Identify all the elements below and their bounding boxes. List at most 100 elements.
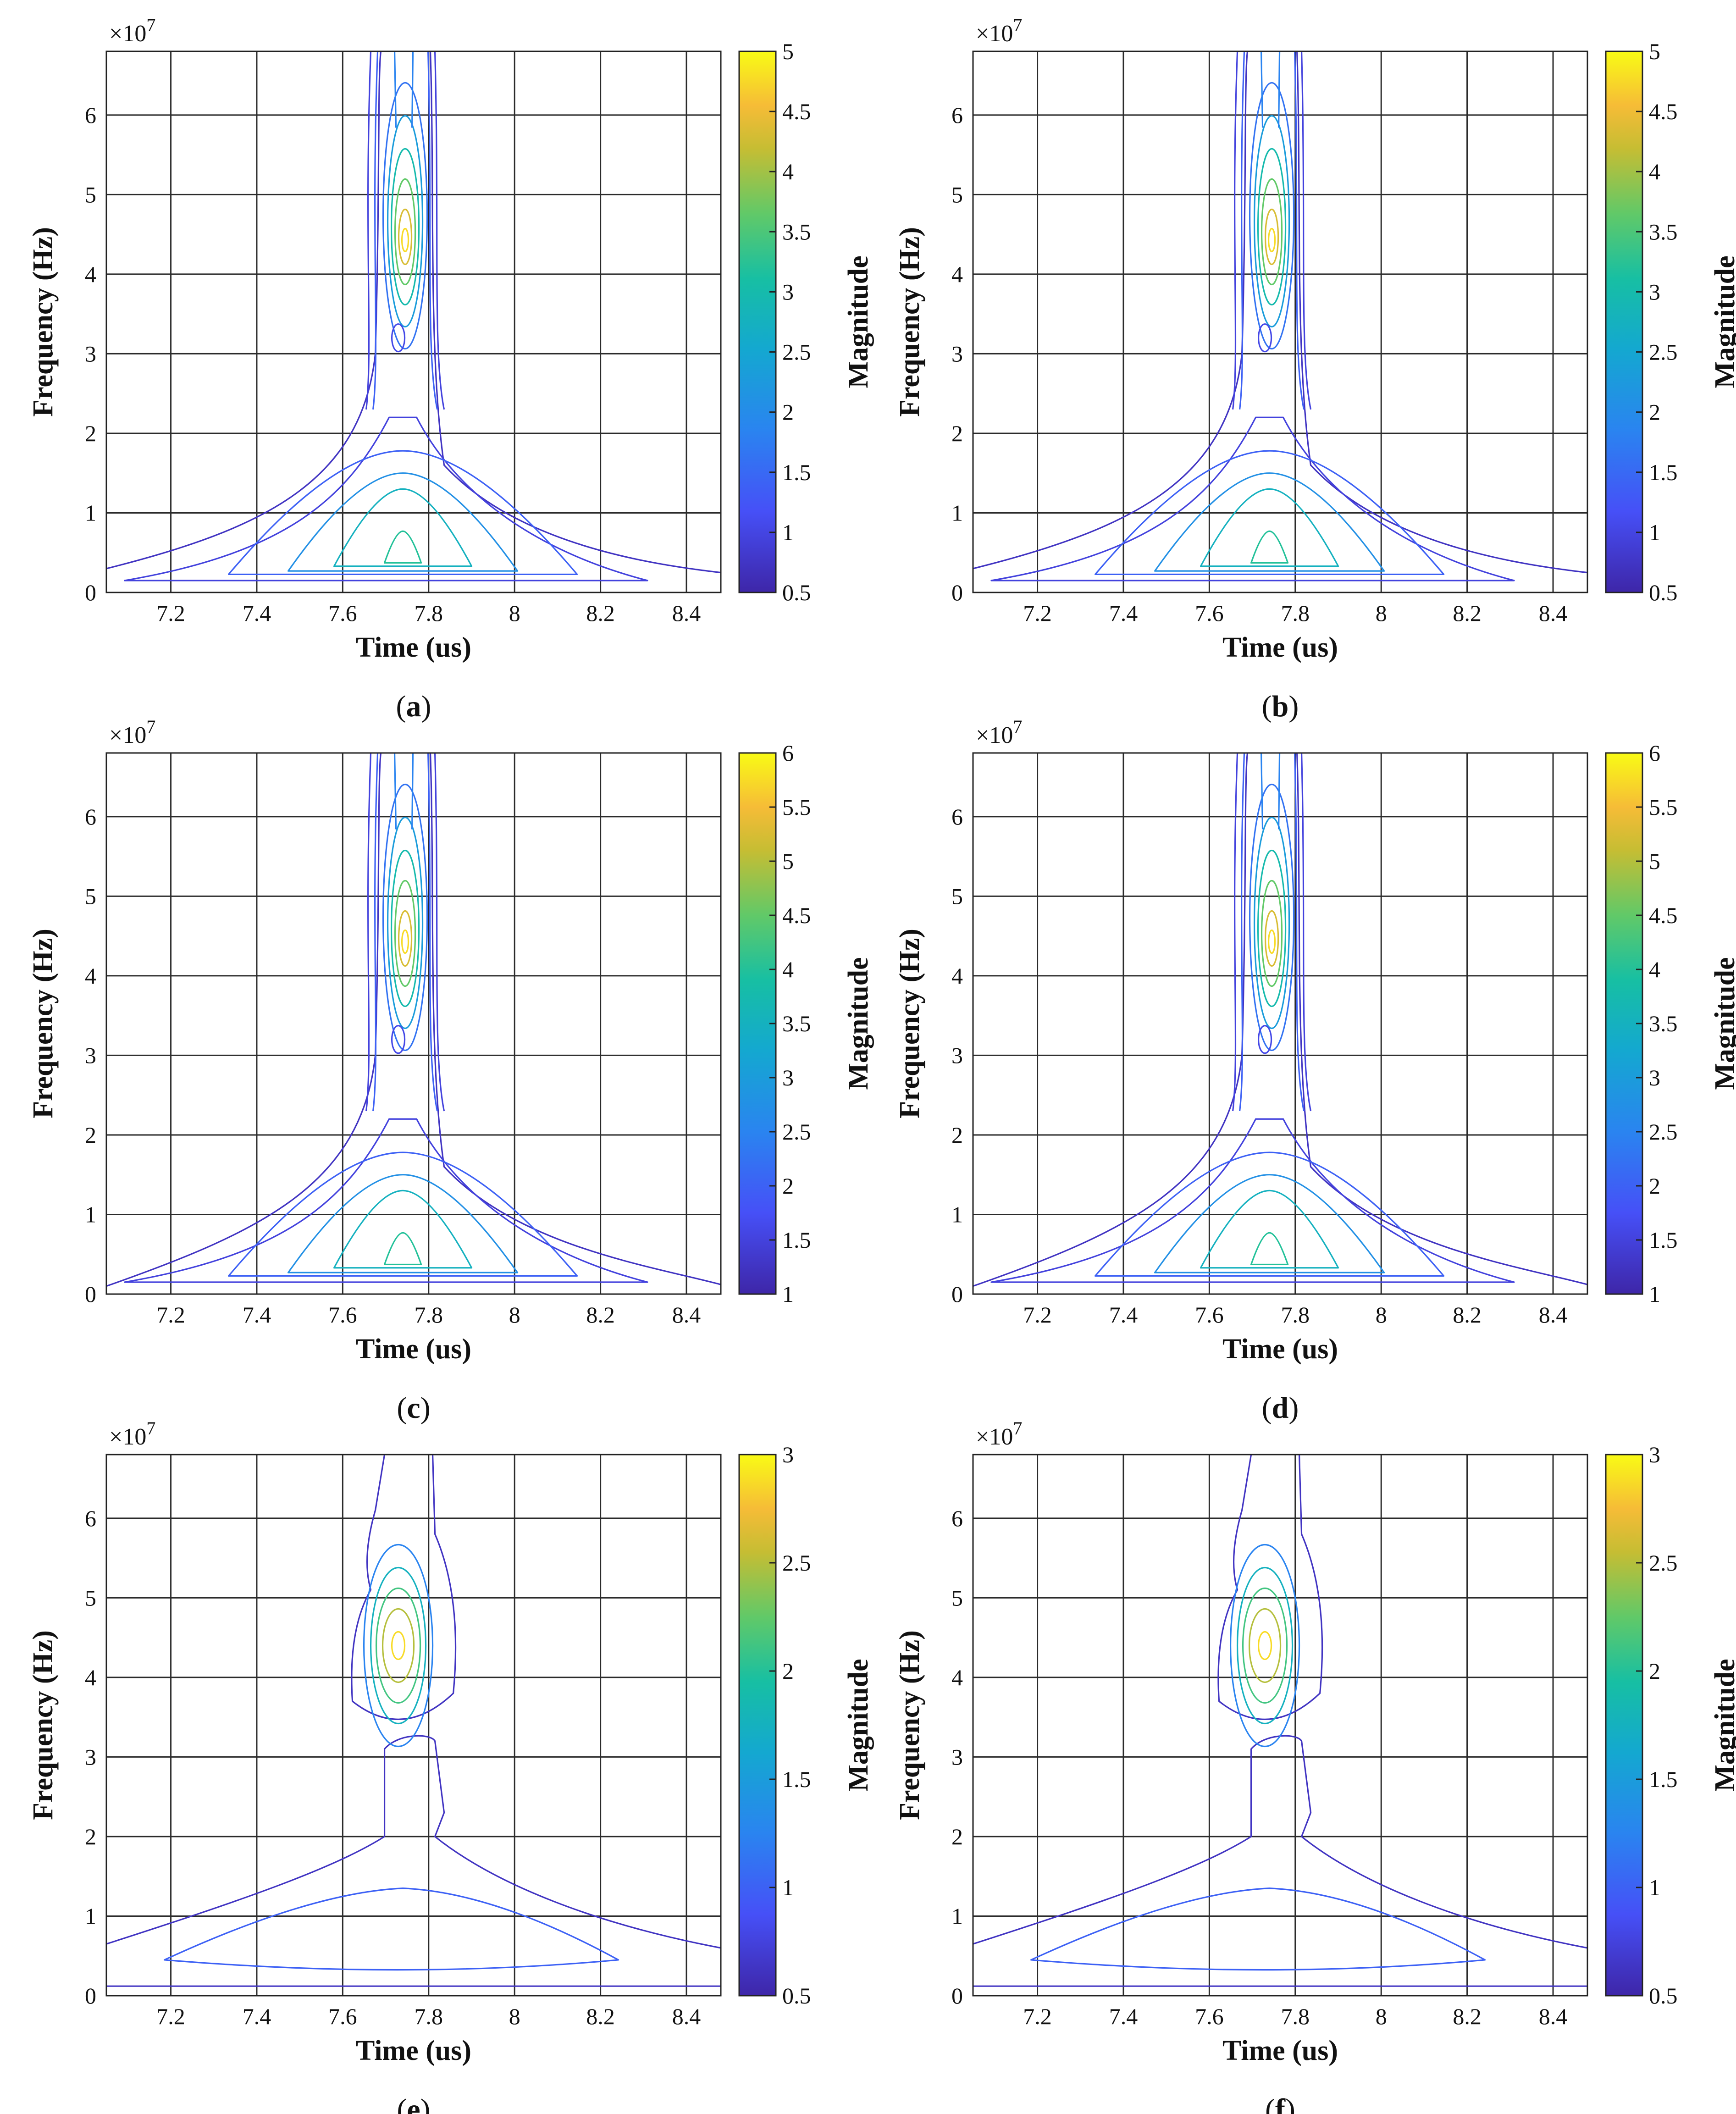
panel-caption: (e) [397,2093,430,2114]
x-tick-label: 8 [509,600,520,626]
y-tick-label: 6 [85,804,96,830]
y-exponent-label: ×107 [109,716,155,748]
contour-lines [106,51,721,581]
contour-level [1249,783,1295,1051]
y-tick-label: 0 [951,1281,963,1307]
y-tick-label: 3 [951,1744,963,1770]
colorbar-tick-label: 1.5 [1649,459,1678,485]
x-tick-label: 8.2 [586,1302,615,1328]
colorbar-tick-label: 5 [782,848,794,874]
colorbar-tick-label: 2 [1649,1658,1660,1684]
x-tick-label: 8 [1376,600,1387,626]
colorbar-label: Magnitude [1709,255,1736,388]
contour-level [393,753,414,830]
x-tick-label: 7.4 [1109,1302,1138,1328]
contour-level [1257,1631,1272,1660]
contour-level [1264,208,1279,266]
contour-level [1261,178,1283,286]
y-tick-label: 6 [85,1505,96,1531]
contour-level [383,530,422,564]
colorbar-label: Magnitude [1709,1659,1736,1791]
colorbar-tick-label: 3 [782,1065,794,1090]
contour-level [398,208,413,266]
contour-level [287,1174,519,1273]
x-tick-label: 8.2 [586,600,615,626]
y-tick-label: 0 [951,1983,963,2009]
plot-area [106,51,721,592]
contour-level [401,227,409,253]
colorbar-tick-label: 1.5 [782,1766,811,1792]
contour-level [124,416,648,581]
contour-level [372,753,438,1112]
y-tick-label: 6 [85,102,96,128]
contour-level [365,753,445,1112]
contour-level [351,1454,457,1720]
y-tick-label: 4 [951,963,963,989]
contour-level [1250,1232,1289,1266]
colorbar [738,50,777,593]
panel-caption: (b) [1262,690,1299,723]
contour-level [1200,1190,1339,1269]
y-axis-label: Frequency (Hz) [28,1630,59,1820]
plot-area [973,51,1587,592]
x-tick-label: 7.4 [243,2003,271,2029]
contour-level [387,816,424,1029]
contour-level [1094,450,1445,576]
colorbar-tick-label: 2 [782,1173,794,1199]
contour-level [227,1151,578,1277]
contour-level [1154,1174,1385,1273]
contour-level [1232,51,1312,410]
x-tick-label: 8.2 [1453,1302,1482,1328]
contour-level [1267,929,1276,954]
colorbar-tick-label: 5 [1649,848,1660,874]
x-tick-label: 8.2 [586,2003,615,2029]
contour-level [390,849,420,1007]
y-tick-label: 3 [951,341,963,366]
contour-level [391,1631,406,1660]
contour-lines [973,1454,1588,1987]
contour-level [1260,753,1281,830]
contour-level [401,929,409,954]
colorbar-tick-label: 2.5 [1649,1550,1678,1576]
colorbar-tick-label: 3.5 [1649,1011,1678,1036]
panel-caption: (f) [1265,2093,1295,2114]
y-exponent-label: ×107 [109,15,155,47]
panel-f: 7.2 7.4 7.6 7.8 8 8.2 8.4 0 1 2 3 4 5 6 ×107 Time (us) F… [894,1418,1736,2114]
y-tick-label: 3 [85,341,96,366]
contour-level [1238,51,1305,410]
x-tick-label: 7.6 [1195,2003,1224,2029]
colorbar-tick-label: 4 [782,159,794,184]
plot-frame [972,50,1588,593]
colorbar-label: Magnitude [843,1659,874,1791]
panel-caption: (a) [396,690,431,723]
contour-level [390,148,420,306]
x-tick-label: 7.6 [1195,600,1224,626]
y-tick-label: 2 [85,1824,96,1849]
contour-level [394,178,416,286]
contour-level [393,51,414,128]
contour-level [1257,148,1287,306]
y-tick-label: 4 [85,261,96,287]
y-tick-label: 4 [951,1665,963,1690]
contour-level [381,1608,415,1683]
colorbar-tick-label: 2.5 [1649,1119,1678,1145]
plot-frame [105,752,722,1295]
x-tick-label: 7.8 [1281,2003,1310,2029]
colorbar-tick-label: 0.5 [1649,1983,1678,2009]
contour-level [1257,323,1272,353]
colorbar-tick-label: 4.5 [782,902,811,928]
contour-level [333,488,473,567]
contour-level [1238,753,1305,1112]
y-tick-label: 6 [951,804,963,830]
colorbar-tick-label: 3.5 [782,1011,811,1036]
contour-level [106,753,721,1287]
y-tick-label: 3 [85,1744,96,1770]
y-tick-label: 4 [85,963,96,989]
contour-level [383,1232,422,1266]
contour-level [1249,82,1295,350]
plot-area [106,753,721,1294]
colorbar-tick-label: 1.5 [1649,1766,1678,1792]
colorbar-tick-label: 1.5 [782,459,811,485]
colorbar-tick-label: 3 [1649,1065,1660,1090]
